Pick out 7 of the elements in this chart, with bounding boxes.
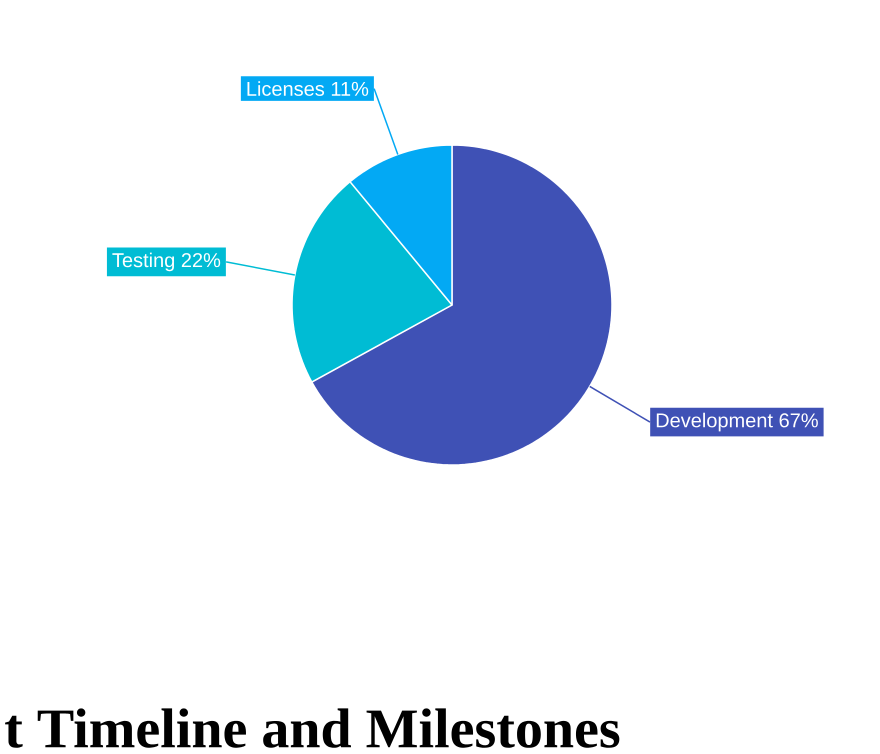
- slice-label: Testing: [112, 252, 174, 272]
- data-label: 11%: [332, 82, 368, 96]
- slice-label: Development: [656, 412, 773, 432]
- data-label: 22%: [182, 253, 220, 268]
- data-label: 67%: [780, 413, 818, 428]
- slice-label: Licenses: [248, 81, 324, 96]
- text: t Timeline and Milestones: [5, 708, 620, 748]
